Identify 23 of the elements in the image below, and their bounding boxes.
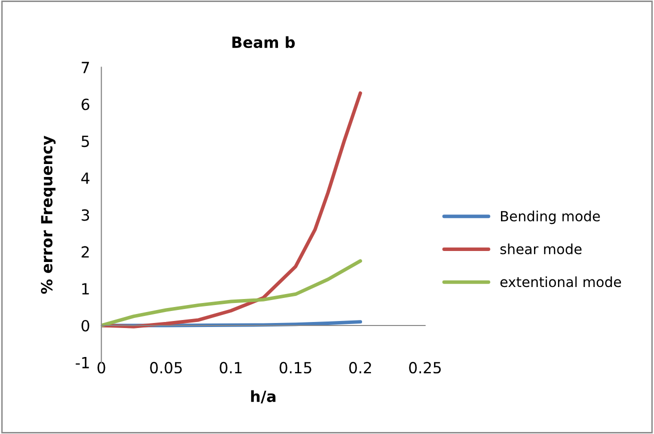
legend-label: shear mode bbox=[500, 244, 582, 254]
chart-title: Beam b bbox=[232, 36, 295, 48]
x-axis-title: h/a bbox=[251, 390, 276, 404]
y-axis-title: % error Frequency bbox=[40, 136, 56, 294]
y-tick-label: 7 bbox=[82, 62, 89, 74]
x-tick-label: 0.2 bbox=[349, 362, 371, 374]
x-tick-label: 0 bbox=[98, 362, 106, 374]
legend-label: extentional mode bbox=[500, 276, 621, 288]
y-tick-label: 1 bbox=[82, 283, 89, 294]
x-tick-label: 0.05 bbox=[150, 362, 182, 374]
line-series bbox=[101, 91, 362, 328]
y-tick-label: 0 bbox=[82, 320, 90, 332]
y-tick-label: -1 bbox=[76, 357, 89, 368]
y-tick-label: 4 bbox=[81, 172, 90, 184]
y-tick-label: 5 bbox=[82, 136, 89, 148]
line-series bbox=[101, 259, 362, 328]
x-tick-label: 0.15 bbox=[280, 362, 312, 374]
y-tick-label: 6 bbox=[82, 98, 90, 110]
x-tick-label: 0.25 bbox=[409, 362, 441, 374]
y-tick-label: 2 bbox=[82, 246, 89, 258]
legend-label: Bending mode bbox=[500, 210, 600, 224]
x-tick-label: 0.1 bbox=[220, 362, 242, 374]
y-tick-label: 3 bbox=[82, 209, 90, 221]
